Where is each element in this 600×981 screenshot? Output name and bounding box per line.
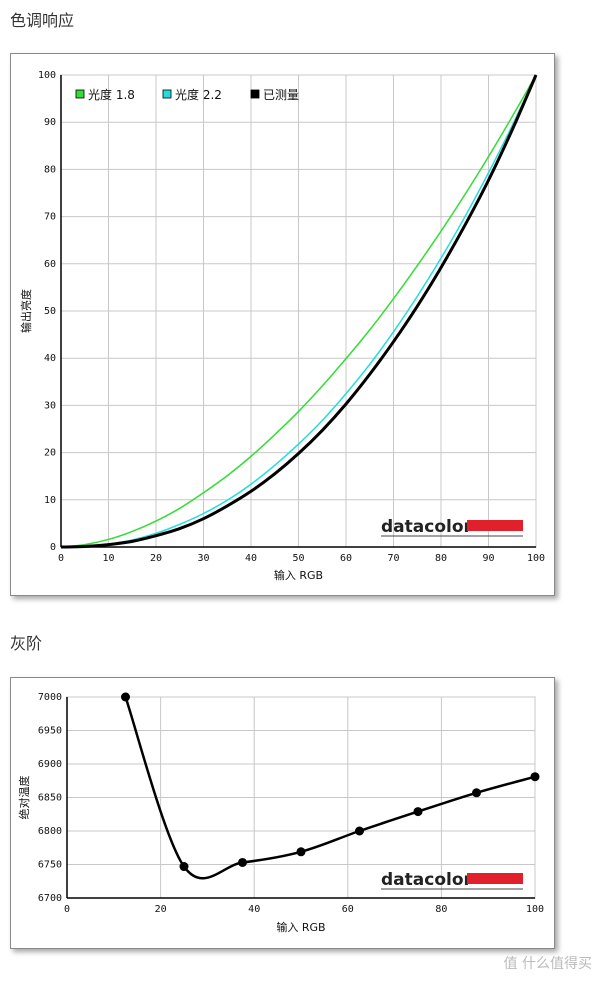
y-tick-label: 10 (44, 495, 56, 506)
y-tick-label: 40 (44, 353, 56, 364)
section-title-grayscale: 灰阶 (10, 634, 43, 653)
site-watermark: 值 什么值得买 (503, 956, 592, 972)
datacolor-logo-bar (467, 873, 523, 884)
x-tick-label: 20 (155, 904, 167, 915)
datacolor-logo-bar (467, 520, 523, 531)
y-tick-label: 6950 (38, 726, 62, 737)
data-point (179, 862, 189, 872)
x-tick-label: 80 (435, 904, 447, 915)
y-axis-label: 绝对温度 (17, 776, 31, 820)
legend-swatch-3 (250, 89, 260, 99)
data-point (413, 807, 423, 817)
x-axis-label: 输入 RGB (276, 920, 325, 934)
x-tick-label: 40 (245, 553, 257, 564)
x-tick-label: 70 (387, 553, 399, 564)
y-tick-label: 6900 (38, 759, 62, 770)
data-point (238, 857, 247, 867)
y-tick-label: 6850 (38, 793, 62, 804)
data-point (296, 847, 306, 857)
x-tick-label: 100 (526, 904, 544, 915)
x-tick-label: 90 (482, 553, 494, 564)
y-tick-label: 6800 (38, 826, 62, 837)
y-axis-label: 输出亮度 (19, 289, 33, 333)
series-line-3 (60, 74, 538, 549)
x-tick-label: 0 (64, 904, 70, 915)
x-tick-label: 100 (527, 553, 545, 564)
x-tick-label: 40 (248, 904, 260, 915)
data-point (472, 788, 481, 798)
y-tick-label: 50 (44, 306, 56, 317)
series-line-2 (60, 74, 537, 548)
y-tick-label: 30 (44, 400, 56, 411)
x-tick-label: 20 (150, 553, 162, 564)
tone-response-chart: 0 10 20 30 40 50 60 70 80 90 100 0 10 20 30 40 50 60 70 80 9… (19, 70, 545, 582)
y-tick-label: 7000 (38, 692, 62, 703)
y-tick-label: 60 (44, 259, 56, 270)
legend-swatch-1 (75, 89, 85, 99)
y-tick-label: 70 (44, 212, 56, 223)
x-axis-label: 输入 RGB (274, 568, 323, 582)
datacolor-logo-text: datacolor (381, 870, 473, 890)
y-tick-label: 6700 (38, 893, 62, 904)
y-tick-label: 100 (38, 70, 56, 81)
y-tick-label: 20 (44, 448, 56, 459)
x-tick-label: 60 (342, 904, 354, 915)
data-point (121, 692, 130, 702)
x-tick-label: 60 (340, 553, 352, 564)
datacolor-logo-text: datacolor (381, 517, 473, 537)
section-title-tone-response: 色调响应 (10, 11, 75, 30)
legend-label-2: 光度 2.2 (175, 87, 222, 102)
grayscale-chart-panel: 0 20 40 60 80 100 6700 6750 6800 6850 6900 6950 7000… (10, 677, 555, 949)
x-tick-label: 10 (102, 553, 114, 564)
y-tick-label: 0 (50, 542, 56, 553)
x-tick-label: 50 (292, 553, 304, 564)
y-tick-label: 6750 (38, 860, 62, 871)
legend-label-1: 光度 1.8 (88, 87, 135, 102)
legend-label-3: 已测量 (263, 88, 299, 102)
data-point (530, 772, 540, 782)
tone-response-chart-panel: 0 10 20 30 40 50 60 70 80 90 100 0 10 20 30 40 50 60 70 80 9… (10, 53, 555, 596)
y-tick-label: 90 (44, 117, 56, 128)
y-tick-label: 80 (44, 164, 56, 175)
grayscale-temperature-chart: 0 20 40 60 80 100 6700 6750 6800 6850 6900 6950 7000… (17, 692, 544, 934)
series-line-1 (60, 74, 537, 548)
legend-swatch-2 (162, 89, 172, 99)
x-tick-label: 30 (197, 553, 209, 564)
x-tick-label: 80 (435, 553, 447, 564)
data-point (355, 826, 364, 836)
x-tick-label: 0 (58, 553, 64, 564)
